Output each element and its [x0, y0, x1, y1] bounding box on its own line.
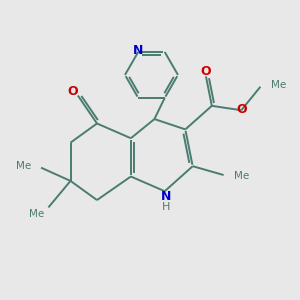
Text: N: N [132, 44, 143, 57]
Text: Me: Me [16, 161, 31, 171]
Text: O: O [201, 65, 211, 79]
Text: Me: Me [29, 209, 44, 219]
Text: H: H [162, 202, 170, 212]
Text: N: N [161, 190, 171, 203]
Text: O: O [237, 103, 248, 116]
Text: Me: Me [271, 80, 286, 90]
Text: Me: Me [234, 172, 249, 182]
Text: O: O [67, 85, 78, 98]
